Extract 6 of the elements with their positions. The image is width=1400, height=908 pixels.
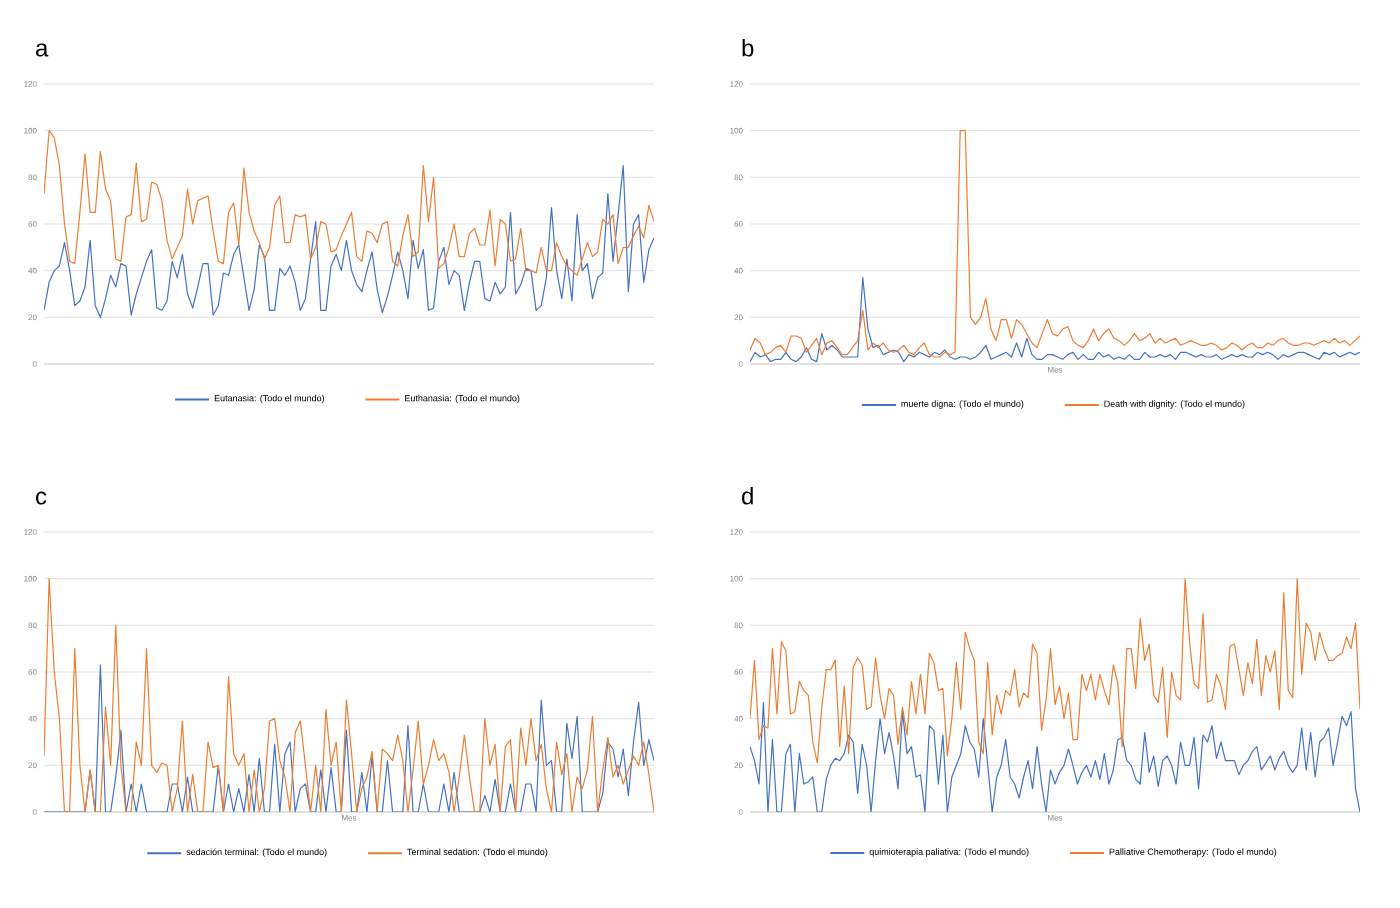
chart-title: b bbox=[742, 39, 754, 57]
chart-title: d bbox=[742, 487, 753, 505]
line-series bbox=[750, 578, 1361, 764]
chart-title: a bbox=[36, 43, 49, 57]
line-series bbox=[44, 165, 655, 318]
chart-title: c bbox=[36, 491, 47, 505]
